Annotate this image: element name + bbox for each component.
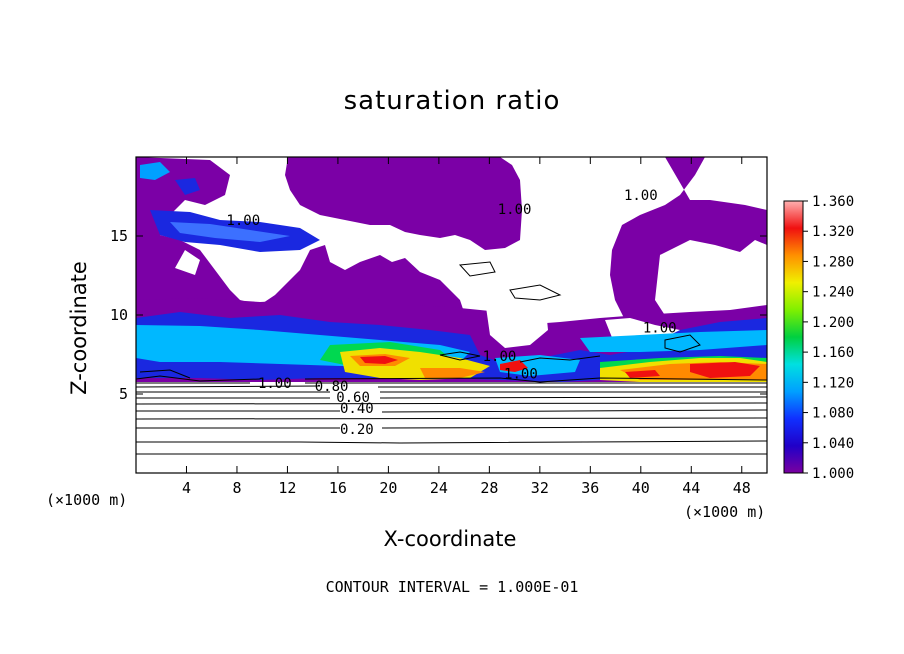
colorbar-label: 1.320 [812,224,854,240]
colorbar-label: 1.200 [812,315,854,331]
contour-label: 0.20 [340,422,374,438]
contour-interval-note: CONTOUR INTERVAL = 1.000E-01 [325,578,579,596]
x-tick-label: 8 [232,479,241,497]
y-tick-label: 15 [110,227,128,245]
contour-label: 1.00 [643,321,677,337]
contour-label: 0.40 [340,401,374,417]
x-tick-label: 4 [182,479,191,497]
x-tick-label: 20 [379,479,397,497]
y-tick-label: 5 [119,385,128,403]
colorbar [783,200,804,474]
colorbar-label: 1.160 [812,345,854,361]
x-tick-label: 24 [430,479,448,497]
contour-label: 1.00 [483,349,517,365]
y-axis-label: Z-coordinate [67,261,91,395]
x-axis-label: X-coordinate [383,527,517,551]
colorbar-label: 1.120 [812,375,854,391]
saturated-region-right [610,157,767,330]
y-unit-label: (×1000 m) [46,491,128,509]
contour-lines [136,261,767,455]
contour-label: 1.00 [226,213,260,229]
contour-label: 0.60 [336,390,370,406]
x-tick-label: 12 [278,479,296,497]
y-axis-ticks: 5 10 15 [110,227,767,403]
x-tick-label: 16 [329,479,347,497]
x-axis-ticks: 4 8 12 16 20 24 28 32 36 40 44 48 [182,157,751,497]
saturated-region-top [285,157,522,250]
colorbar-label: 1.040 [812,436,854,452]
chart-title: saturation ratio [343,86,561,116]
contour-labels: 0.200.400.600.801.001.001.001.001.001.00… [226,188,676,438]
contour-label: 1.00 [624,188,658,204]
saturation-field [136,157,767,473]
x-tick-label: 28 [480,479,498,497]
contour-label: 0.80 [315,379,349,395]
colorbar-label: 1.080 [812,406,854,422]
x-tick-label: 32 [531,479,549,497]
y-tick-label: 10 [110,306,128,324]
colorbar-label: 1.240 [812,285,854,301]
colorbar-ticks: 1.360 1.320 1.280 1.240 1.200 1.160 1.120 1.080… [803,194,854,482]
saturated-region-left [136,157,470,330]
colorbar-label: 1.360 [812,194,854,210]
colorbar-label: 1.000 [812,466,854,482]
x-unit-label: (×1000 m) [684,503,766,521]
x-tick-label: 40 [632,479,650,497]
x-tick-label: 48 [733,479,751,497]
x-tick-label: 44 [682,479,700,497]
x-tick-label: 36 [581,479,599,497]
contour-label: 1.00 [498,202,532,218]
contour-label: 1.00 [258,376,292,392]
colorbar-label: 1.280 [812,254,854,270]
contour-label: 1.00 [504,366,538,382]
